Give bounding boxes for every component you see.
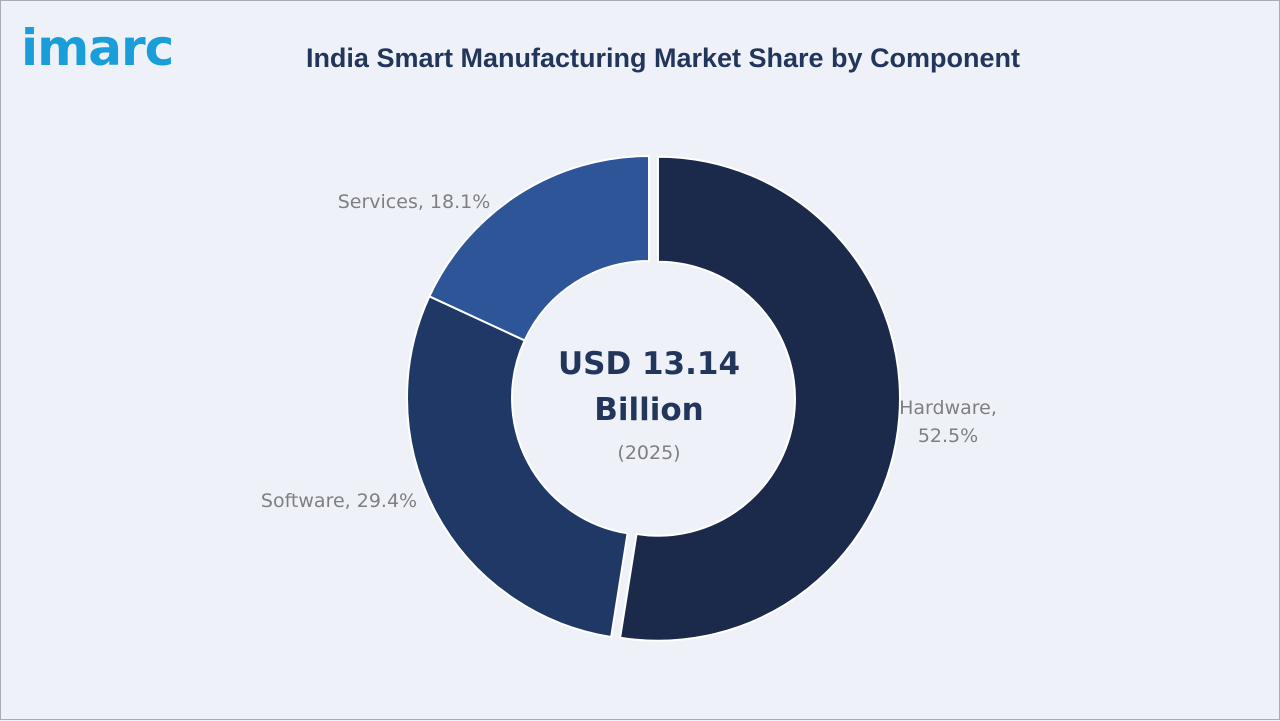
- chart-title: India Smart Manufacturing Market Share b…: [305, 43, 1021, 73]
- label-services: Services, 18.1%: [338, 191, 491, 213]
- imarc-logo: imarc: [21, 19, 174, 77]
- label-hardware: Hardware, 52.5%: [899, 397, 997, 447]
- center-unit: Billion: [594, 392, 704, 428]
- slice-hardware: [618, 155, 901, 642]
- label-software: Software, 29.4%: [261, 490, 417, 512]
- center-value: USD 13.14: [558, 346, 740, 382]
- center-year: (2025): [617, 442, 680, 464]
- slice-software: [406, 295, 629, 639]
- slice-services: [428, 154, 650, 342]
